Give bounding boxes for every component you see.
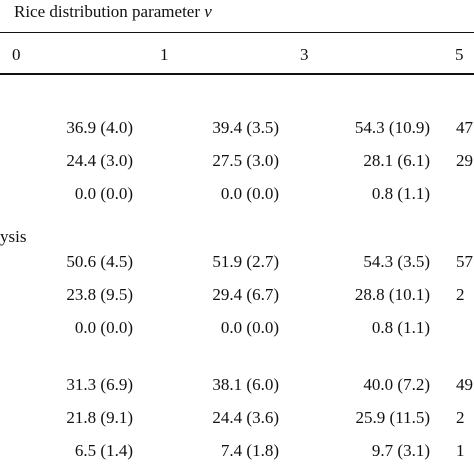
cell: 40.0 (7.2) [363, 375, 430, 394]
cell: 21.8 (9.1) [66, 408, 133, 427]
cell: 9.7 (3.1) [371, 441, 430, 460]
cell: 29.4 (6.7) [212, 285, 279, 304]
section-label: ysis [0, 227, 27, 246]
cell: 54.3 (10.9) [354, 118, 430, 137]
column-header: 1 [160, 45, 169, 64]
cell: 24.4 (3.0) [66, 151, 133, 170]
cell: 28.1 (6.1) [363, 151, 430, 170]
cell: 38.1 (6.0) [212, 375, 279, 394]
cell: 0.0 (0.0) [220, 318, 279, 337]
cell: 0.0 (0.0) [220, 184, 279, 203]
cell: 27.5 (3.0) [212, 151, 279, 170]
cell: 0.8 (1.1) [371, 318, 430, 337]
caption-variable: v [204, 2, 212, 21]
rule [0, 73, 474, 75]
cell: 7.4 (1.8) [220, 441, 279, 460]
caption: Rice distribution parameter v [14, 2, 212, 22]
cell: 39.4 (3.5) [212, 118, 279, 137]
rule [0, 32, 474, 33]
cell: 36.9 (4.0) [66, 118, 133, 137]
column-header: 3 [300, 45, 309, 64]
column-header: 5 [455, 45, 464, 64]
cell: 54.3 (3.5) [363, 252, 430, 271]
cell: 6.5 (1.4) [74, 441, 133, 460]
cell: 1 [456, 441, 465, 460]
cell: 47 [456, 118, 473, 137]
cell: 2 [456, 285, 465, 304]
cell: 0.0 (0.0) [74, 318, 133, 337]
caption-text: Rice distribution parameter [14, 2, 205, 21]
cell: 49 [456, 375, 473, 394]
cell: 25.9 (11.5) [355, 408, 430, 427]
cell: 24.4 (3.6) [212, 408, 279, 427]
cell: 31.3 (6.9) [66, 375, 133, 394]
cell: 0.8 (1.1) [371, 184, 430, 203]
column-header: 0 [12, 45, 21, 64]
cell: 50.6 (4.5) [66, 252, 133, 271]
cell: 57 [456, 252, 473, 271]
cell: 51.9 (2.7) [212, 252, 279, 271]
cell: 29 [456, 151, 473, 170]
cell: 28.8 (10.1) [354, 285, 430, 304]
cell: 2 [456, 408, 465, 427]
cell: 0.0 (0.0) [74, 184, 133, 203]
cell: 23.8 (9.5) [66, 285, 133, 304]
